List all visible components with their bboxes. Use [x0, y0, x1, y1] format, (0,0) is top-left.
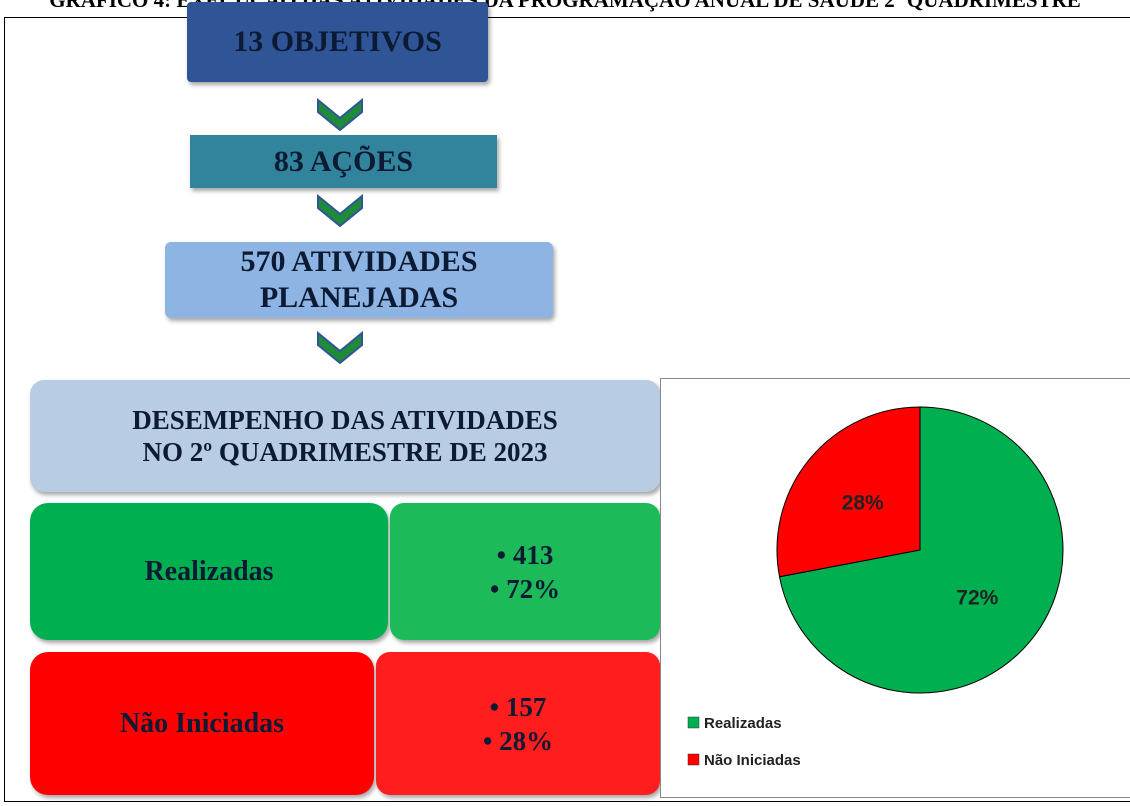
- row-percent: 28%: [483, 724, 553, 758]
- slice-label: 28%: [842, 492, 884, 515]
- legend-label: Realizadas: [704, 715, 782, 732]
- arrows: [317, 97, 363, 365]
- frame: [4, 17, 1130, 802]
- performance-heading: DESEMPENHO DAS ATIVIDADES NO 2º QUADRIME…: [30, 380, 660, 492]
- row-label: Não Iniciadas: [30, 652, 374, 795]
- row-count: 413: [497, 538, 554, 572]
- flow-step: 13 OBJETIVOS: [187, 2, 488, 82]
- flow-step: 83 AÇÕES: [190, 135, 497, 188]
- row-label: Realizadas: [30, 503, 388, 640]
- flow-step: 570 ATIVIDADES PLANEJADAS: [165, 242, 553, 318]
- chevrons: [317, 97, 363, 365]
- pie-slice: [776, 406, 921, 578]
- pie-slice: [778, 406, 1064, 694]
- row-values: 15728%: [376, 652, 660, 795]
- row-count: 157: [490, 690, 547, 724]
- legend-swatch: [687, 716, 700, 729]
- slice-label: 72%: [956, 586, 998, 609]
- legend-label: Não Iniciadas: [704, 752, 801, 769]
- row-values: 41372%: [390, 503, 660, 640]
- chart: 72% 28% Realizadas Não Iniciadas: [660, 378, 1130, 798]
- row-percent: 72%: [490, 572, 560, 606]
- legend-swatch: [687, 753, 700, 766]
